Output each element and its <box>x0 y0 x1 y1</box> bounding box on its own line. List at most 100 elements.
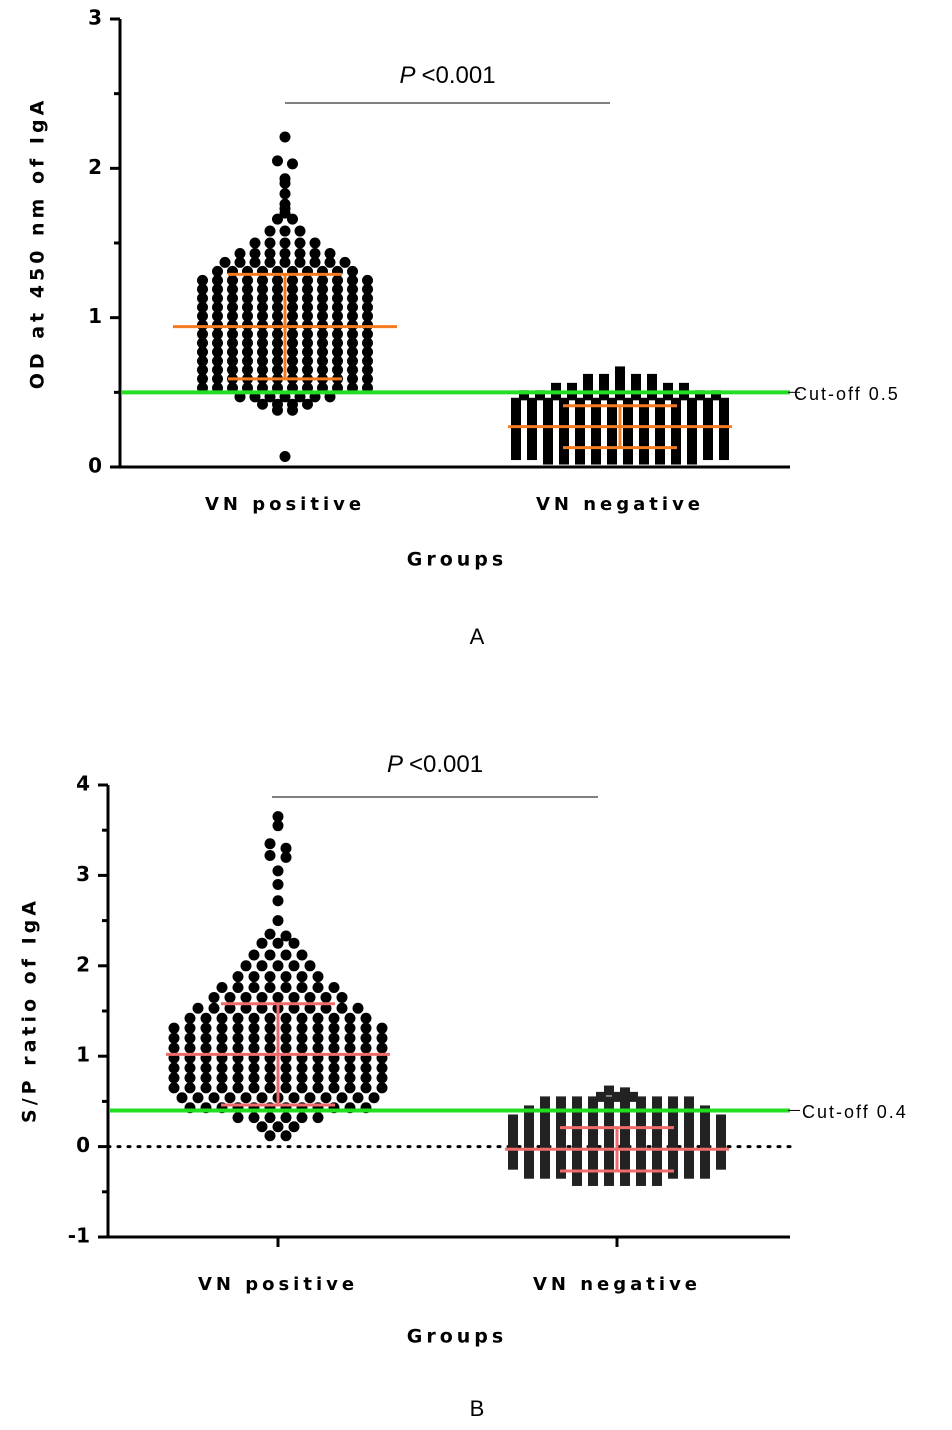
data-point <box>304 991 316 1003</box>
data-point <box>362 328 373 340</box>
data-point <box>232 981 244 993</box>
data-point <box>575 454 585 465</box>
data-point <box>332 283 343 295</box>
data-point <box>716 1141 726 1152</box>
data-point <box>636 1096 646 1107</box>
data-point <box>216 1012 228 1024</box>
data-point <box>362 283 373 295</box>
data-point <box>511 412 521 423</box>
data-point <box>248 1022 260 1034</box>
data-point <box>216 1082 228 1094</box>
data-point <box>272 865 284 877</box>
data-point <box>700 1132 710 1143</box>
data-point <box>607 412 617 423</box>
data-point <box>543 427 553 438</box>
data-point <box>636 1114 646 1125</box>
data-point <box>324 247 336 259</box>
data-point <box>302 355 313 367</box>
data-point <box>280 971 292 983</box>
data-point <box>312 1112 324 1124</box>
x-tick-label: VN positive <box>198 1274 358 1295</box>
data-point <box>302 337 313 349</box>
y-tick-label: 2 <box>76 952 90 976</box>
data-point <box>511 450 521 461</box>
data-point <box>328 1062 340 1074</box>
data-point <box>242 337 253 349</box>
data-point <box>716 1150 726 1161</box>
data-point <box>279 256 291 268</box>
data-point <box>168 1022 180 1034</box>
data-point <box>287 346 298 358</box>
cutoff-label: Cut-off 0.5 <box>794 384 900 404</box>
data-point <box>212 346 223 358</box>
data-point <box>257 355 268 367</box>
data-point <box>279 451 291 463</box>
data-point <box>257 328 268 340</box>
data-point <box>671 454 681 465</box>
data-point <box>684 1114 694 1125</box>
data-point <box>543 454 553 465</box>
data-point <box>551 382 561 393</box>
data-point <box>240 991 252 1003</box>
data-point <box>655 454 665 465</box>
data-point <box>671 427 681 438</box>
data-point <box>328 1042 340 1054</box>
data-point <box>636 1159 646 1170</box>
data-point <box>332 310 343 322</box>
data-point <box>567 390 577 401</box>
data-point <box>176 1092 188 1104</box>
data-point <box>256 991 268 1003</box>
data-point <box>631 373 641 384</box>
data-point <box>227 292 238 304</box>
data-point <box>320 1092 332 1104</box>
data-point <box>336 1002 348 1014</box>
data-point <box>556 1096 566 1107</box>
data-point <box>242 301 253 313</box>
data-point <box>572 1159 582 1170</box>
data-point <box>272 337 283 349</box>
data-point <box>352 1002 364 1014</box>
data-point <box>328 1072 340 1084</box>
data-point <box>347 292 358 304</box>
data-point <box>703 412 713 423</box>
data-point <box>347 283 358 295</box>
data-point <box>248 1072 260 1084</box>
data-point <box>591 412 601 423</box>
data-point <box>620 1087 630 1098</box>
data-point <box>264 850 276 862</box>
data-point <box>588 1132 598 1143</box>
data-point <box>272 404 283 416</box>
data-point <box>168 1062 180 1074</box>
data-point <box>197 373 208 385</box>
data-point <box>296 949 308 961</box>
data-point <box>543 405 553 416</box>
data-point <box>540 1150 550 1161</box>
data-point <box>636 1168 646 1179</box>
data-point <box>347 301 358 313</box>
data-point <box>362 373 373 385</box>
data-point <box>240 960 252 972</box>
data-point <box>264 949 276 961</box>
data-point <box>524 1132 534 1143</box>
data-point <box>279 188 291 200</box>
data-point <box>716 1114 726 1125</box>
data-point <box>540 1114 550 1125</box>
data-point <box>572 1168 582 1179</box>
x-axis-title: Groups <box>407 549 507 571</box>
data-point <box>227 310 238 322</box>
data-point <box>249 237 261 249</box>
data-point <box>620 1141 630 1152</box>
data-point <box>543 442 553 453</box>
data-point <box>212 364 223 376</box>
data-point <box>524 1114 534 1125</box>
data-point <box>212 283 223 295</box>
data-point <box>216 981 228 993</box>
data-point <box>280 1130 292 1142</box>
data-point <box>317 292 328 304</box>
data-point <box>607 427 617 438</box>
data-point <box>572 1114 582 1125</box>
data-point <box>264 1082 276 1094</box>
data-point <box>294 237 306 249</box>
data-point <box>508 1132 518 1143</box>
data-point <box>200 1042 212 1054</box>
